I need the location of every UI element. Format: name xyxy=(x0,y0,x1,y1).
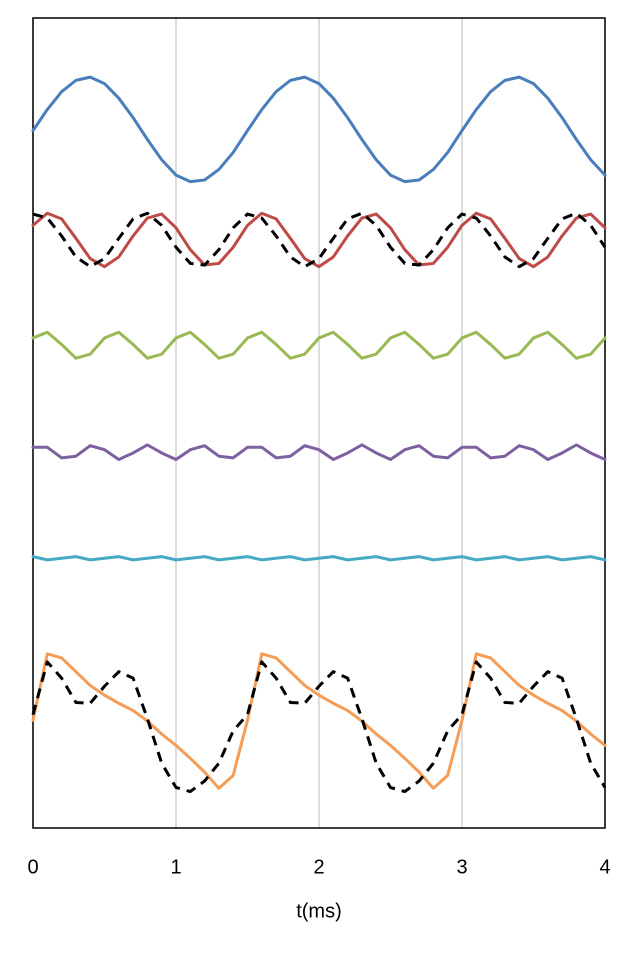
dashed-line xyxy=(32,211,607,269)
dashed-line xyxy=(31,660,607,794)
line xyxy=(31,211,607,269)
line xyxy=(31,443,607,461)
line xyxy=(31,75,607,184)
x-tick-label: 1 xyxy=(170,856,181,878)
x-tick-label: 3 xyxy=(456,856,467,878)
line xyxy=(31,555,607,562)
line xyxy=(31,652,607,790)
x-tick-label: 2 xyxy=(313,856,324,878)
x-tick-label: 4 xyxy=(599,856,610,878)
line xyxy=(31,330,607,360)
plot-border xyxy=(32,17,606,829)
x-tick-label: 0 xyxy=(27,856,38,878)
x-axis-label: t(ms) xyxy=(296,900,342,922)
